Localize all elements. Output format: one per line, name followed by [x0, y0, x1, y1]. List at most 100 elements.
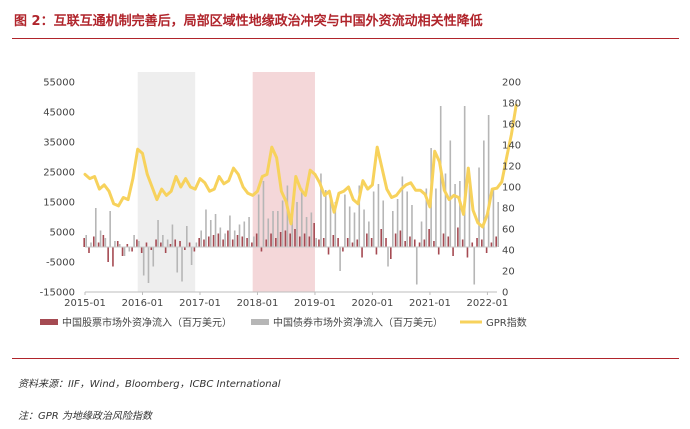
- bond-bar: [166, 239, 169, 247]
- gpr-line-series: [83, 103, 518, 229]
- legend-swatch-2: [251, 319, 269, 325]
- stock-bar: [351, 242, 354, 247]
- bond-bar: [358, 185, 361, 247]
- stock-bar: [457, 227, 459, 247]
- stock-bar: [327, 247, 330, 255]
- bond-bar: [291, 214, 293, 247]
- stock-bar: [174, 239, 177, 247]
- right-y-tick-label: 40: [502, 246, 515, 257]
- stock-bar: [145, 242, 148, 247]
- stock-bar: [308, 236, 311, 247]
- stock-bar: [452, 247, 454, 256]
- stock-bar: [212, 235, 215, 247]
- bond-bar: [334, 202, 337, 247]
- stock-bar: [423, 239, 426, 247]
- bond-bar: [387, 247, 389, 267]
- stock-bar: [92, 236, 95, 247]
- left-y-tick-label: 15000: [43, 198, 75, 209]
- stock-bar: [399, 230, 402, 247]
- bond-bar: [233, 230, 236, 247]
- right-y-tick-label: 20: [502, 267, 515, 278]
- bond-bar: [162, 235, 164, 247]
- bond-bar: [401, 176, 404, 247]
- stock-bar: [380, 229, 383, 247]
- x-tick-label: 2015-01: [64, 298, 106, 309]
- stock-bar: [413, 239, 416, 247]
- bond-bar: [320, 173, 322, 247]
- stock-bar: [164, 247, 167, 253]
- stock-bar: [203, 239, 205, 247]
- bond-bar: [425, 188, 428, 247]
- left-y-tick-label: 55000: [43, 78, 75, 89]
- stock-bar: [495, 236, 497, 247]
- right-y-tick-label: 160: [502, 120, 521, 131]
- x-tick-label: 2016-01: [122, 298, 164, 309]
- stock-bar: [150, 247, 153, 250]
- bond-bar: [368, 221, 370, 247]
- stock-bar: [160, 242, 162, 247]
- stock-bar: [481, 239, 483, 247]
- right-y-tick-label: 60: [502, 225, 515, 236]
- right-y-tick-label: 80: [502, 204, 515, 215]
- stock-bar: [107, 247, 109, 262]
- bond-bar: [420, 221, 423, 247]
- stock-bar: [284, 230, 287, 247]
- bond-bar: [133, 235, 135, 247]
- bond-bar: [205, 209, 207, 247]
- stock-bar: [102, 235, 105, 247]
- left-y-tick-label: 25000: [43, 168, 75, 179]
- stock-bar: [265, 239, 268, 247]
- bond-bar: [281, 200, 284, 247]
- legend-label-3: GPR指数: [486, 316, 527, 329]
- stock-bar: [231, 239, 234, 247]
- bond-bar: [315, 238, 317, 247]
- stock-bar: [404, 241, 406, 247]
- bond-bar: [382, 200, 385, 247]
- stock-bar: [418, 242, 421, 247]
- stock-bar: [466, 247, 469, 258]
- bond-bar: [492, 188, 495, 247]
- bond-bar: [94, 208, 97, 247]
- bond-bar: [277, 211, 279, 247]
- stock-bar: [298, 236, 301, 247]
- bond-bar: [324, 190, 327, 247]
- shaded-period-1: [137, 72, 196, 292]
- stock-bar: [227, 230, 229, 247]
- bond-bar: [344, 194, 346, 247]
- bond-bar: [286, 185, 289, 247]
- stock-bar: [471, 242, 474, 247]
- bond-bar: [186, 226, 188, 247]
- stock-bar: [385, 238, 387, 247]
- title-rule: [12, 38, 679, 39]
- bond-bar: [147, 247, 150, 283]
- stock-bar: [193, 247, 196, 252]
- stock-bar: [97, 242, 100, 247]
- bond-bar: [449, 140, 452, 247]
- bond-bar: [348, 206, 351, 247]
- stock-bar: [140, 247, 143, 253]
- stock-bar: [260, 247, 263, 252]
- stock-bar: [217, 233, 220, 247]
- bond-bar: [109, 211, 111, 247]
- stock-bar: [337, 238, 339, 247]
- x-tick-label: 2022-01: [467, 298, 509, 309]
- bond-bar: [339, 247, 341, 271]
- bond-bar: [157, 220, 159, 247]
- stock-bar: [318, 239, 320, 247]
- bond-bar: [152, 247, 155, 267]
- bond-bar: [171, 224, 174, 247]
- bond-bar: [262, 181, 265, 247]
- legend-swatch-1: [40, 319, 58, 325]
- bond-bar: [90, 242, 92, 247]
- bond-bar: [372, 191, 375, 247]
- bond-bar: [209, 220, 212, 247]
- source-note: 资料来源：IIF，Wind，Bloomberg，ICBC Internation…: [18, 379, 281, 390]
- stock-bar: [270, 233, 272, 247]
- stock-bar: [332, 235, 335, 247]
- left-y-tick-label: 45000: [43, 108, 75, 119]
- stock-bar: [485, 247, 488, 253]
- gpr-line: [83, 103, 518, 229]
- bond-bar: [85, 235, 87, 247]
- bond-bar: [248, 217, 250, 247]
- bond-bar: [296, 202, 298, 247]
